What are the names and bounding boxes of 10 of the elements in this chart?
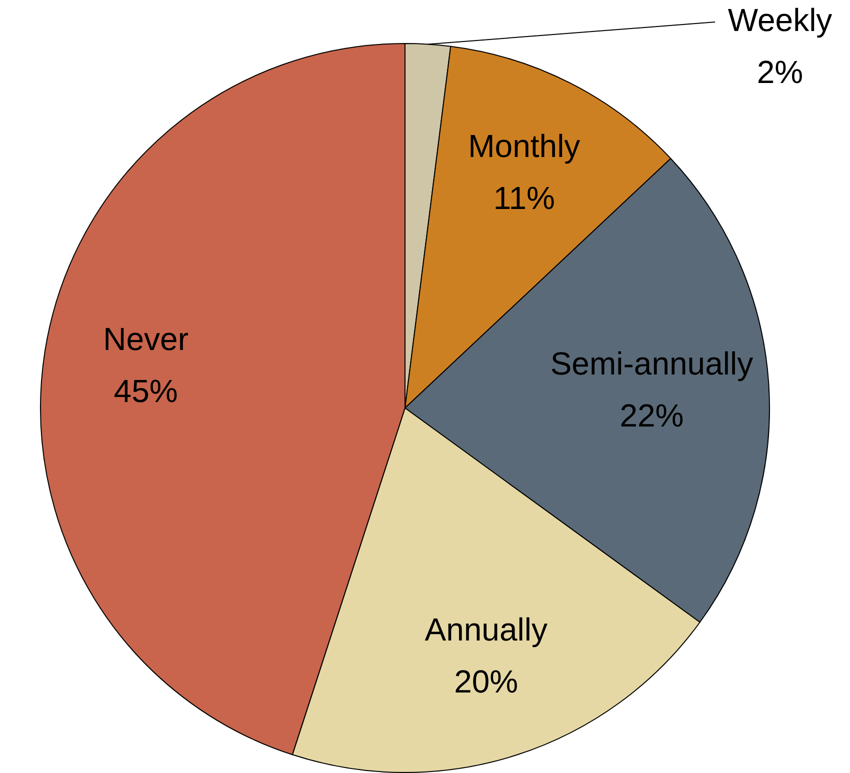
data-label: 11% xyxy=(493,180,555,216)
data-label: 20% xyxy=(454,663,518,700)
data-label: 45% xyxy=(114,372,178,409)
slice-label: Never xyxy=(103,320,189,357)
slice-label: Semi-annually xyxy=(550,345,754,382)
slice-label: Annually xyxy=(424,611,548,648)
data-label: 2% xyxy=(756,54,804,90)
slice-label: Monthly xyxy=(468,128,580,164)
data-label: 22% xyxy=(620,397,684,434)
slice-label: Weekly xyxy=(728,2,832,38)
